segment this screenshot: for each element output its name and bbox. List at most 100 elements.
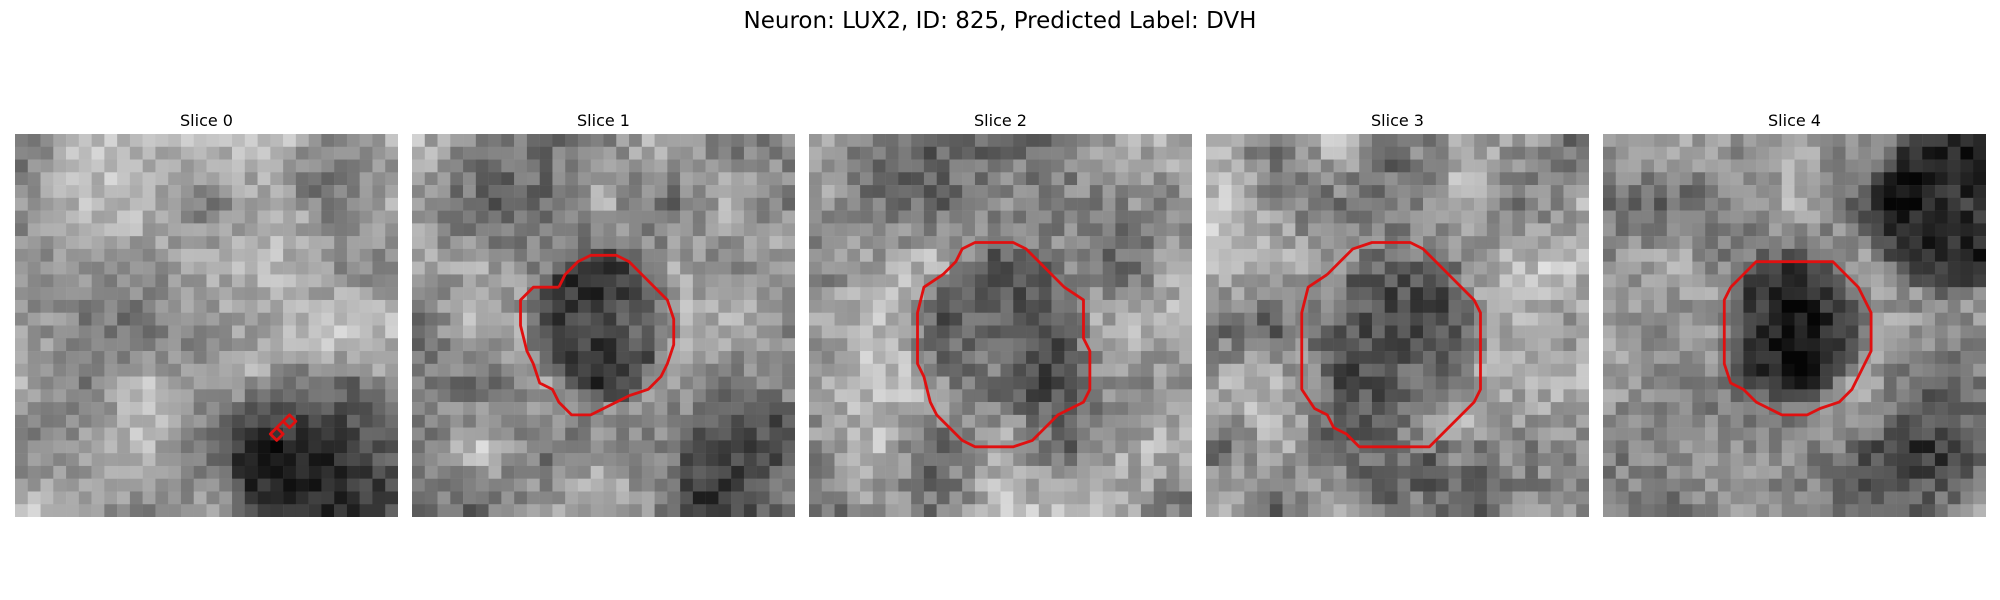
pixel [1512, 185, 1526, 199]
pixel [1166, 299, 1180, 313]
pixel [142, 465, 156, 479]
pixel [1474, 197, 1488, 211]
pixel [1858, 134, 1872, 148]
pixel [1794, 465, 1808, 479]
pixel [1231, 376, 1245, 390]
pixel [1051, 363, 1065, 377]
pixel [1947, 299, 1961, 313]
pixel [1333, 274, 1347, 288]
pixel [1282, 440, 1296, 454]
pixel [526, 274, 540, 288]
pixel [1486, 261, 1500, 275]
pixel [27, 287, 41, 301]
pixel [885, 465, 899, 479]
pixel [475, 134, 489, 148]
pixel [475, 440, 489, 454]
pixel [1397, 248, 1411, 262]
pixel [1346, 146, 1360, 160]
pixel [756, 351, 770, 365]
pixel [1794, 402, 1808, 416]
pixel [346, 134, 360, 148]
pixel [1269, 274, 1283, 288]
pixel [923, 223, 937, 237]
pixel [219, 338, 233, 352]
pixel [1845, 210, 1859, 224]
pixel [334, 465, 348, 479]
pixel [295, 504, 309, 517]
pixel [15, 134, 29, 148]
pixel [1807, 261, 1821, 275]
pixel [1257, 402, 1271, 416]
pixel [475, 427, 489, 441]
pixel [1883, 414, 1897, 428]
pixel [1768, 504, 1782, 517]
pixel [1320, 185, 1334, 199]
pixel [616, 402, 630, 416]
pixel [193, 389, 207, 403]
pixel [283, 351, 297, 365]
pixel [1807, 159, 1821, 173]
pixel [1654, 504, 1668, 517]
pixel [1768, 338, 1782, 352]
pixel [270, 389, 284, 403]
pixel [834, 363, 848, 377]
pixel [539, 223, 553, 237]
pixel [1537, 197, 1551, 211]
pixel [359, 351, 373, 365]
pixel [577, 210, 591, 224]
pixel [1410, 504, 1424, 517]
pixel [15, 299, 29, 313]
pixel [1743, 414, 1757, 428]
pixel [692, 261, 706, 275]
pixel [809, 376, 823, 390]
pixel [1435, 504, 1449, 517]
pixel [1038, 338, 1052, 352]
pixel [129, 159, 143, 173]
pixel [1384, 363, 1398, 377]
pixel [1308, 287, 1322, 301]
pixel [872, 261, 886, 275]
pixel [1282, 274, 1296, 288]
pixel [898, 134, 912, 148]
pixel [27, 402, 41, 416]
pixel [308, 414, 322, 428]
pixel [437, 248, 451, 262]
pixel [346, 427, 360, 441]
pixel [1807, 376, 1821, 390]
pixel [412, 376, 426, 390]
pixel [782, 172, 795, 186]
pixel [731, 325, 745, 339]
pixel [450, 389, 464, 403]
pixel [1909, 274, 1923, 288]
pixel [1346, 236, 1360, 250]
pixel [1064, 338, 1078, 352]
pixel [232, 159, 246, 173]
pixel [847, 312, 861, 326]
pixel [1973, 376, 1986, 390]
pixel [27, 491, 41, 505]
pixel [321, 491, 335, 505]
pixel [1089, 197, 1103, 211]
pixel [257, 312, 271, 326]
pixel [872, 414, 886, 428]
pixel [1909, 363, 1923, 377]
pixel [1692, 389, 1706, 403]
pixel [1845, 363, 1859, 377]
pixel [590, 465, 604, 479]
pixel [1486, 172, 1500, 186]
pixel [1537, 287, 1551, 301]
pixel [1115, 172, 1129, 186]
pixel [206, 287, 220, 301]
pixel [1461, 338, 1475, 352]
pixel [1102, 274, 1116, 288]
pixel [1628, 236, 1642, 250]
pixel [1768, 236, 1782, 250]
pixel [257, 223, 271, 237]
pixel [731, 389, 745, 403]
pixel [1845, 223, 1859, 237]
pixel [1153, 389, 1167, 403]
pixel [501, 465, 515, 479]
pixel [1448, 389, 1462, 403]
pixel [1563, 504, 1577, 517]
pixel [488, 223, 502, 237]
